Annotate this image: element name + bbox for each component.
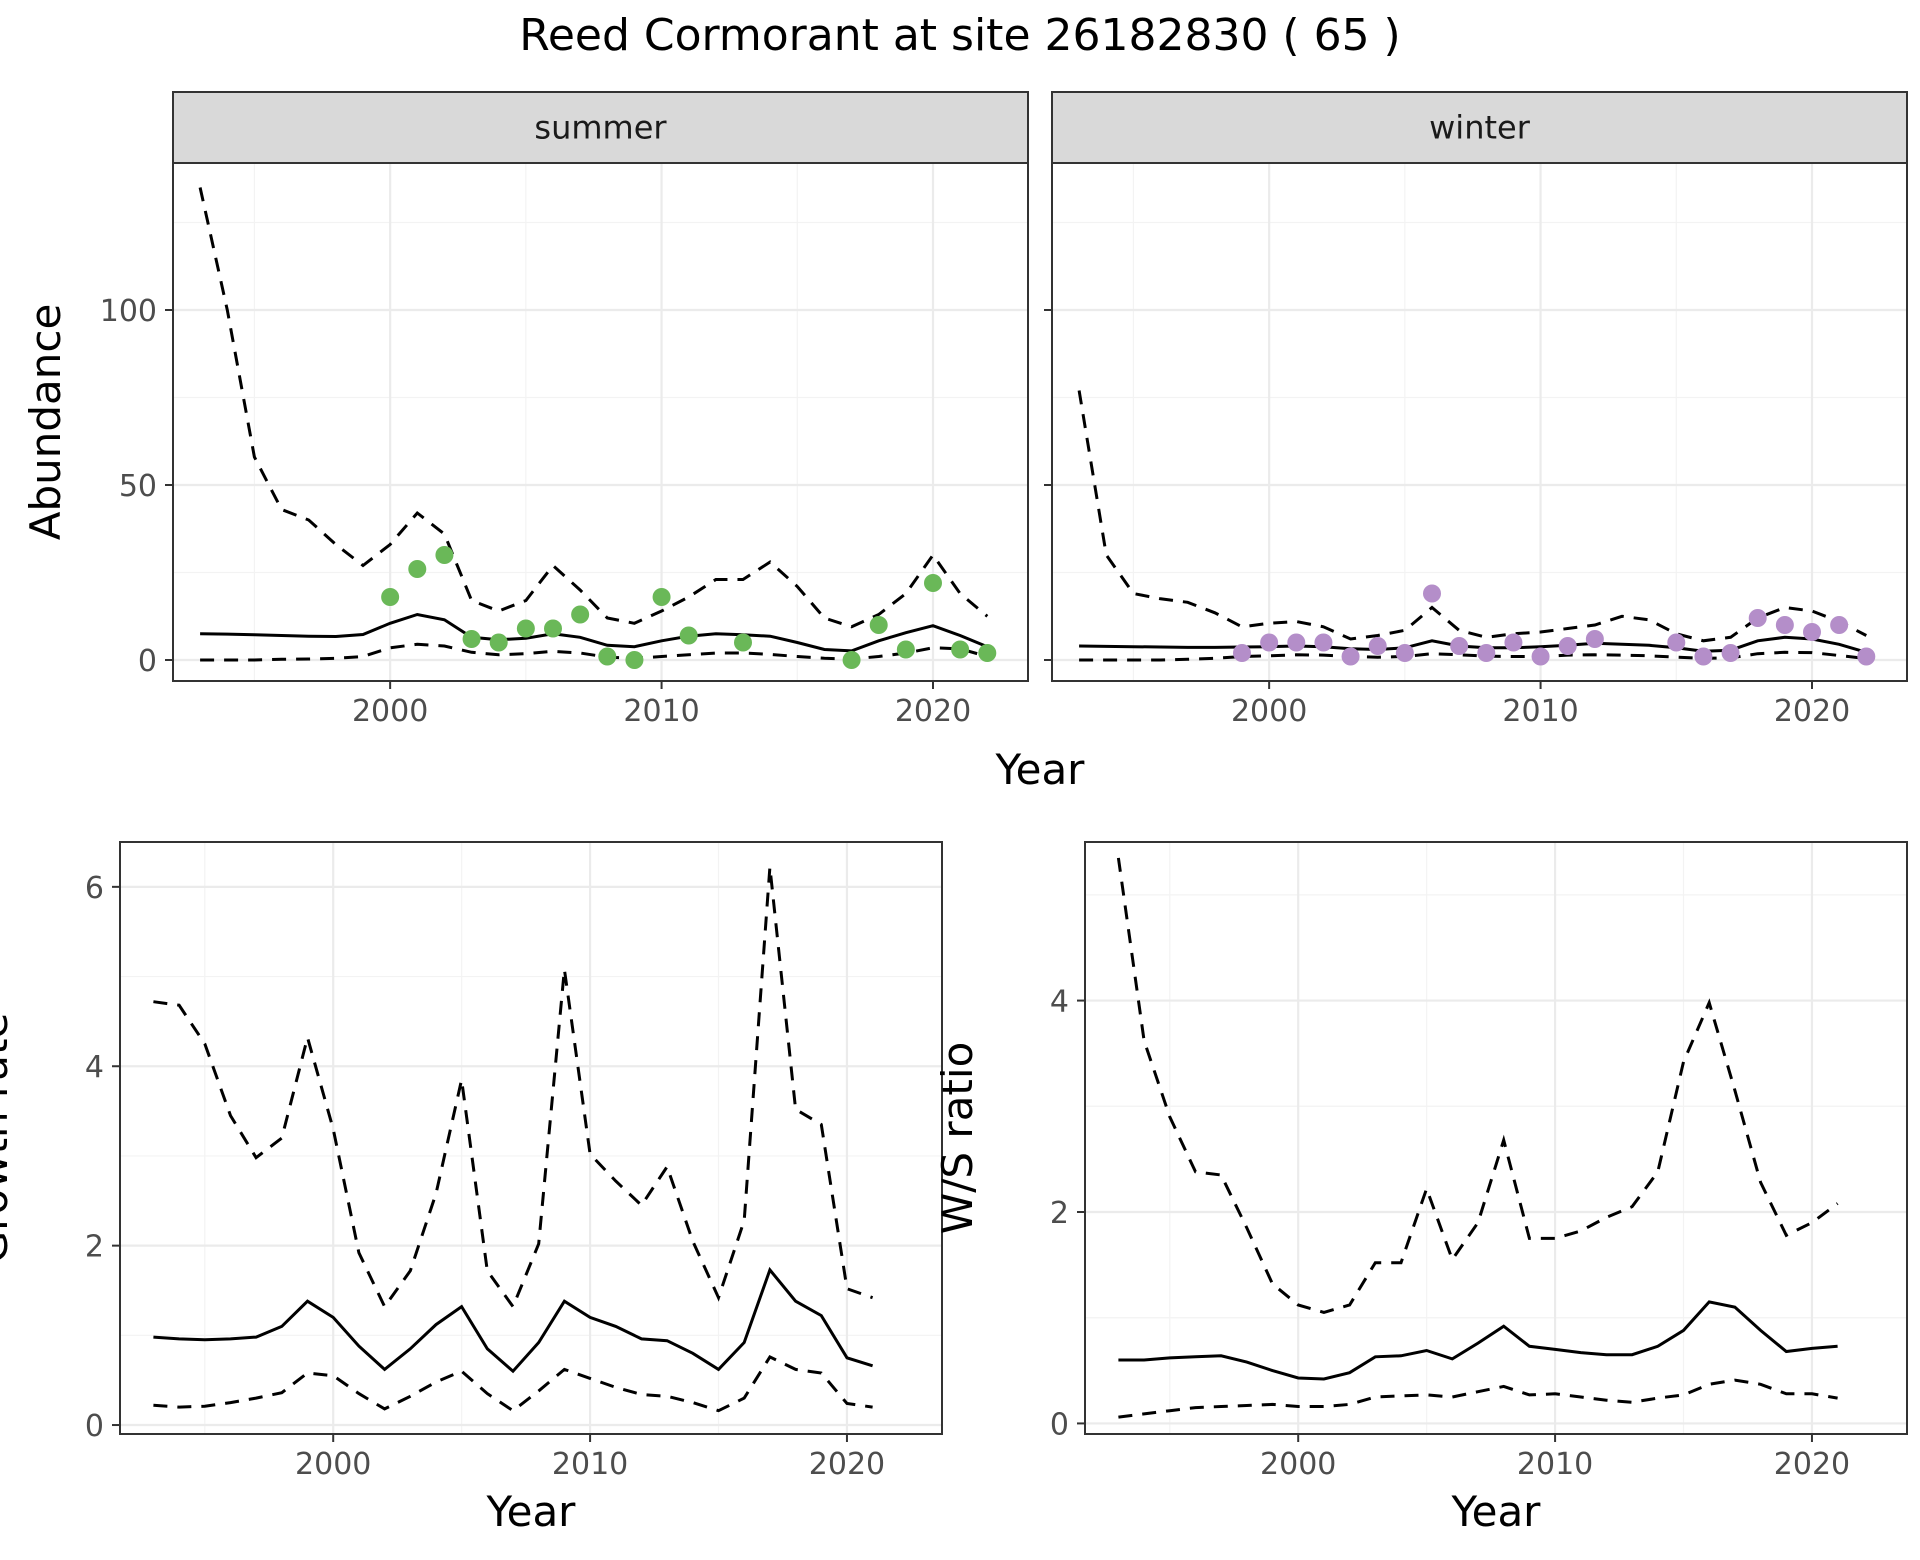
x-tick-label: 2020	[809, 1447, 885, 1482]
data-point-summer	[869, 616, 888, 634]
data-point-winter	[1667, 633, 1686, 652]
strip-label-summer: summer	[534, 109, 667, 147]
x-tick-label: 2010	[1517, 1447, 1593, 1482]
data-point-winter	[1531, 647, 1550, 666]
x-axis-title-facets: Year	[995, 745, 1086, 794]
data-point-winter	[1721, 644, 1740, 662]
data-point-winter	[1423, 584, 1441, 603]
data-point-winter	[1748, 609, 1767, 627]
data-point-winter	[1857, 647, 1876, 666]
x-tick-label: 2020	[1774, 1447, 1850, 1482]
data-point-winter	[1775, 616, 1794, 634]
y-axis-title-summer: Abundance	[21, 304, 70, 541]
data-point-winter	[1395, 644, 1414, 662]
data-point-summer	[951, 640, 970, 659]
series-upper-line-summer	[198, 187, 989, 629]
data-point-winter	[1368, 637, 1387, 655]
data-point-summer	[435, 546, 454, 564]
series-estimate-line-summer	[200, 612, 988, 653]
y-axis-title-ratio: W/S ratio	[933, 1042, 982, 1235]
data-point-winter	[1287, 633, 1306, 652]
y-tick-label: 100	[100, 294, 157, 329]
y-tick-label: 0	[85, 1409, 104, 1444]
x-tick-label: 2020	[1774, 694, 1850, 729]
panel-border-ratio	[1084, 841, 1908, 1435]
strip-winter	[1051, 91, 1908, 164]
series-lower-line-ratio	[1118, 1378, 1838, 1419]
x-tick-label: 2010	[1502, 694, 1578, 729]
data-point-summer	[652, 588, 671, 606]
data-point-winter	[1450, 637, 1469, 655]
panel-ratio: 2000 2010 2020 0 2 4 W/S ratio Year	[933, 841, 1908, 1536]
series-upper-line-ratio	[1116, 857, 1839, 1314]
strip-label-winter: winter	[1429, 109, 1531, 147]
data-point-summer	[462, 630, 481, 648]
y-tick-label: 0	[1050, 1407, 1069, 1442]
y-tick-label: 50	[119, 469, 157, 504]
data-point-summer	[544, 619, 562, 638]
data-point-summer	[896, 640, 915, 659]
data-point-summer	[598, 647, 617, 666]
x-axis-title-ratio: Year	[1451, 1487, 1542, 1536]
data-point-winter	[1314, 633, 1333, 652]
data-point-summer	[924, 574, 942, 592]
data-point-winter	[1341, 647, 1360, 666]
series-estimate-line-ratio	[1118, 1300, 1838, 1381]
figure-title: Reed Cormorant at site 26182830 ( 65 )	[519, 10, 1400, 61]
data-point-summer	[625, 651, 644, 669]
data-point-summer	[516, 619, 535, 638]
x-tick-label: 2000	[352, 694, 428, 729]
data-point-winter	[1585, 630, 1604, 648]
data-point-winter	[1260, 633, 1279, 652]
data-point-winter	[1694, 647, 1713, 666]
x-tick-label: 2020	[895, 694, 971, 729]
strip-summer	[172, 91, 1029, 164]
x-axis-title-growth: Year	[486, 1487, 577, 1536]
panel-border-winter	[1051, 162, 1908, 682]
panel-winter: winter 2000 2010 2020	[1044, 91, 1908, 729]
series-estimate-line-growth	[153, 1266, 874, 1374]
y-axis-title-growth: Growth rate	[0, 1013, 17, 1264]
data-point-winter	[1830, 616, 1849, 634]
x-tick-label: 2000	[295, 1447, 371, 1482]
x-tick-label: 2010	[552, 1447, 628, 1482]
data-point-winter	[1477, 644, 1496, 662]
data-point-summer	[571, 605, 590, 624]
panel-border-growth	[119, 841, 943, 1435]
series-upper-line-winter	[1077, 390, 1867, 643]
data-point-summer	[489, 633, 508, 652]
data-point-summer	[842, 651, 861, 669]
data-point-winter	[1504, 633, 1523, 652]
x-tick-label: 2000	[1260, 1447, 1336, 1482]
data-point-summer	[978, 644, 997, 662]
data-point-summer	[381, 588, 400, 606]
y-tick-label: 4	[1050, 985, 1069, 1020]
panel-growth: 2000 2010 2020 0 2 4 6 Growth rate Year	[0, 841, 943, 1536]
data-point-winter	[1233, 644, 1251, 662]
data-point-summer	[734, 633, 752, 652]
panel-border-summer	[172, 162, 1029, 682]
y-tick-label: 4	[85, 1050, 104, 1085]
x-tick-label: 2010	[623, 694, 699, 729]
data-point-summer	[408, 560, 427, 578]
x-tick-label: 2000	[1231, 694, 1307, 729]
series-upper-line-growth	[153, 866, 874, 1310]
y-tick-label: 2	[1050, 1196, 1069, 1231]
panel-summer: summer 2000 2010 2020 0 50 100 Abundance	[21, 91, 1029, 729]
y-tick-label: 6	[85, 871, 104, 906]
data-point-winter	[1803, 623, 1821, 641]
data-point-summer	[679, 626, 698, 645]
data-point-winter	[1558, 637, 1577, 655]
y-tick-label: 2	[85, 1230, 104, 1265]
series-lower-line-growth	[153, 1354, 873, 1413]
y-tick-label: 0	[138, 644, 157, 679]
